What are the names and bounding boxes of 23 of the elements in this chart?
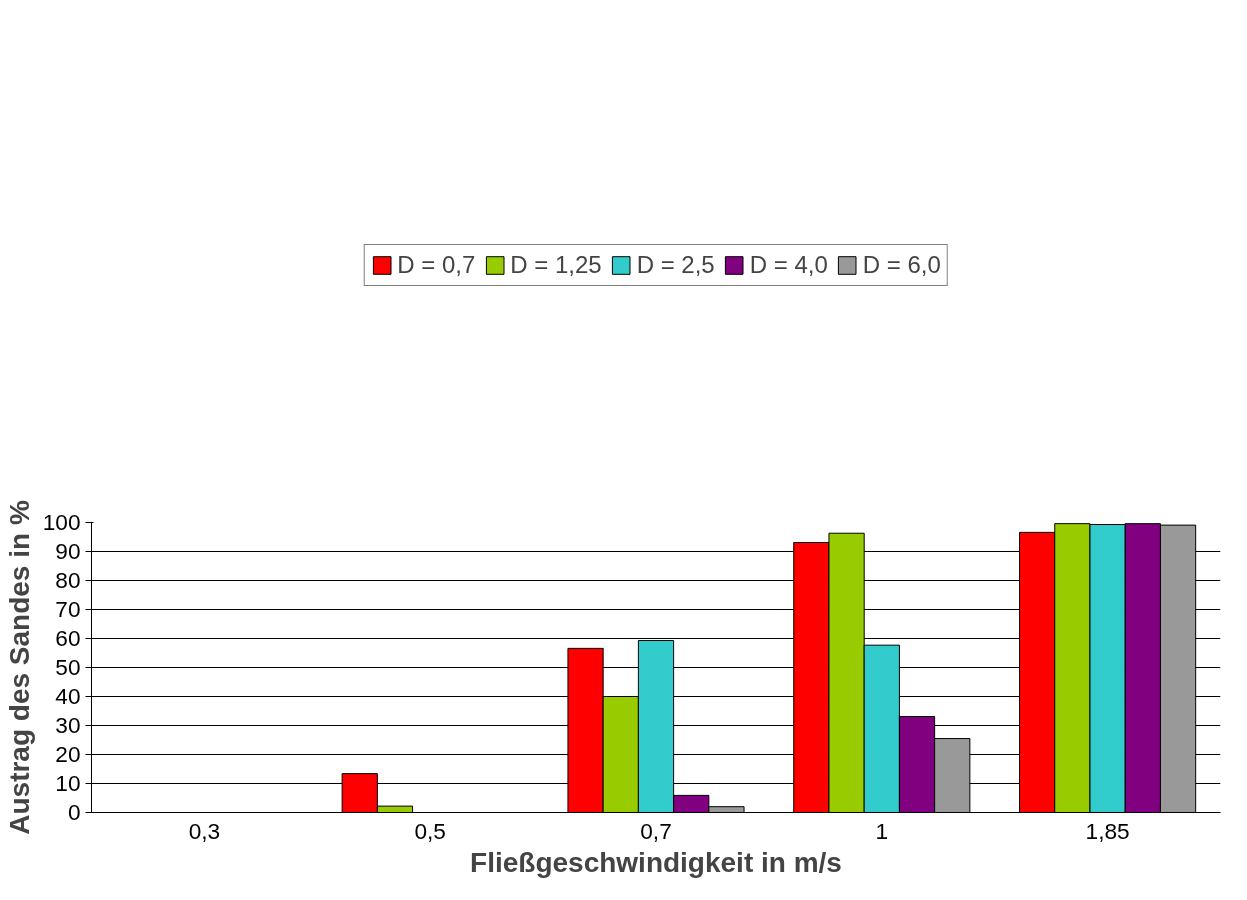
x-tick-label: 0,3 <box>188 817 221 844</box>
y-tick-label: 60 <box>55 625 81 651</box>
y-tick-label: 0 <box>67 799 81 825</box>
x-tick-label: 1,85 <box>1085 817 1130 844</box>
y-tick-label: 20 <box>55 741 81 767</box>
y-axis-title: Austrag des Sandes in % <box>3 500 35 835</box>
y-tick-label: 40 <box>55 683 81 709</box>
legend-label: D = 0,7 <box>397 251 476 279</box>
x-axis-title: Fließgeschwindigkeit in m/s <box>470 846 842 878</box>
x-tick-label: 0,5 <box>414 817 446 844</box>
y-tick-label: 10 <box>55 770 81 796</box>
x-tick-label: 0,7 <box>640 817 672 844</box>
legend-label: D = 2,5 <box>636 251 715 279</box>
y-tick-label: 50 <box>55 654 81 680</box>
legend-label: D = 6,0 <box>862 251 941 279</box>
legend-label: D = 1,25 <box>510 251 602 279</box>
y-tick-label: 90 <box>55 538 81 564</box>
y-tick-label: 30 <box>55 712 81 738</box>
legend-label: D = 4,0 <box>749 251 828 279</box>
y-tick-label: 100 <box>42 509 81 535</box>
y-tick-label: 70 <box>55 596 81 622</box>
y-tick-label: 80 <box>55 567 81 593</box>
x-tick-label: 1 <box>875 817 889 844</box>
